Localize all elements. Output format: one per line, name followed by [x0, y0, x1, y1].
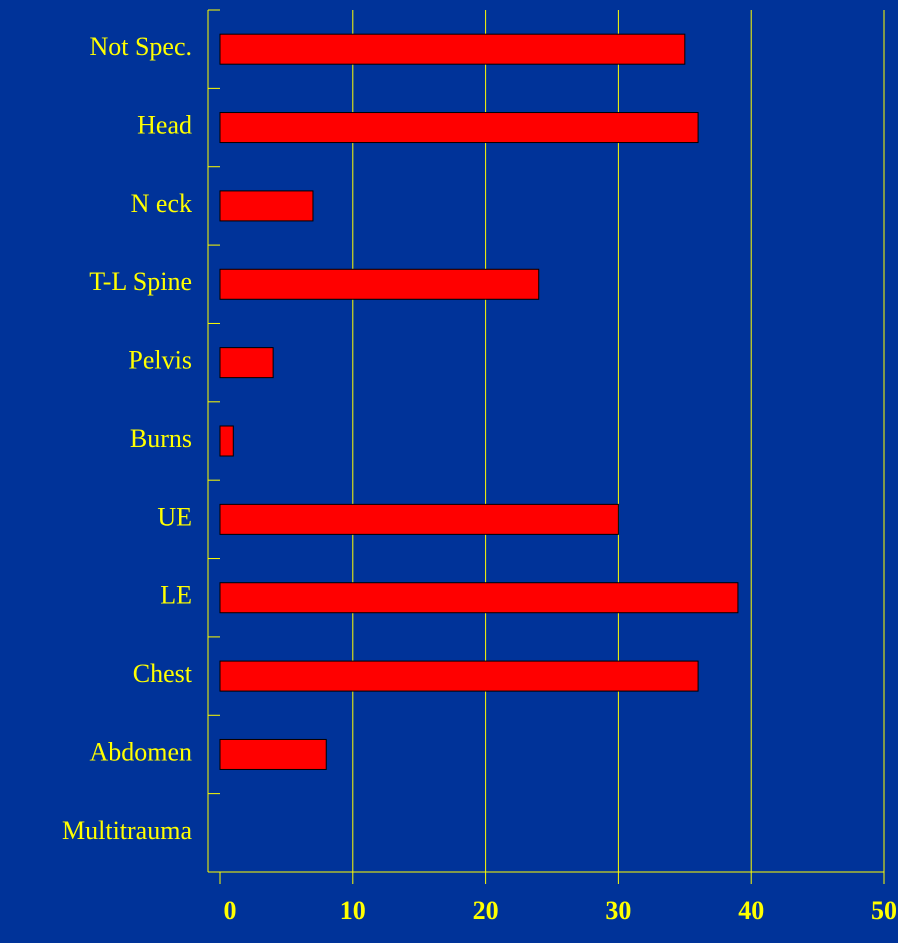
- y-tick-label: Not Spec.: [89, 32, 192, 61]
- y-tick-label: Burns: [130, 424, 192, 453]
- y-tick-label: Multitrauma: [62, 816, 192, 845]
- bar: [219, 190, 314, 222]
- x-tick-label: 50: [871, 896, 897, 925]
- x-tick-label: 0: [224, 896, 237, 925]
- y-tick-label: Head: [137, 111, 192, 140]
- bar: [219, 112, 699, 144]
- x-tick-label: 10: [340, 896, 366, 925]
- x-tick-label: 20: [473, 896, 499, 925]
- bar: [219, 582, 739, 614]
- y-tick-label: UE: [157, 502, 192, 531]
- y-tick-label: T-L Spine: [89, 267, 192, 296]
- bar: [219, 660, 699, 692]
- y-tick-label: Pelvis: [128, 346, 192, 375]
- x-tick-label: 30: [605, 896, 631, 925]
- bar: [219, 503, 619, 535]
- bar: [219, 268, 540, 300]
- bar: [219, 33, 686, 65]
- bar: [219, 347, 274, 379]
- y-tick-label: Abdomen: [89, 737, 192, 766]
- y-tick-label: N eck: [131, 189, 192, 218]
- x-tick-label: 40: [738, 896, 764, 925]
- bar: [219, 738, 327, 770]
- bar: [219, 425, 234, 457]
- y-tick-label: Chest: [133, 659, 193, 688]
- y-tick-label: LE: [160, 581, 192, 610]
